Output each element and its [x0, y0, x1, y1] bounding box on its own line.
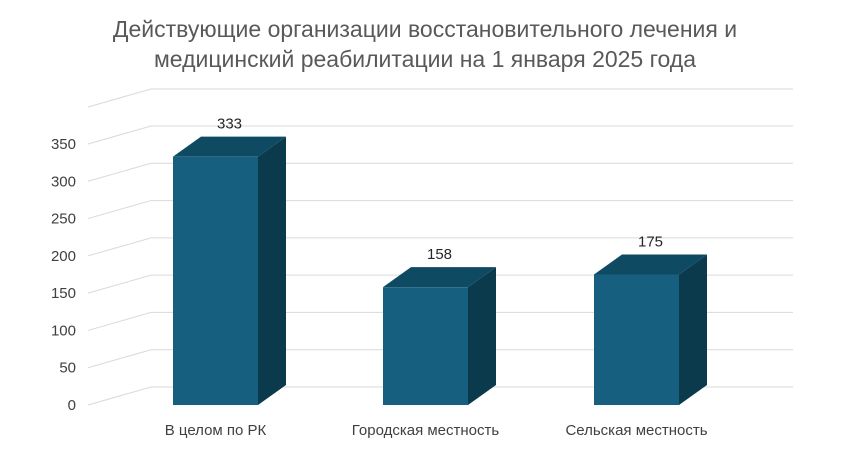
y-tick-label: 100: [51, 322, 76, 339]
bar-side: [258, 136, 286, 406]
chart-title-line-1: Действующие организации восстановительно…: [112, 16, 738, 42]
data-label: 333: [217, 116, 242, 133]
data-label: 158: [427, 246, 452, 263]
gridline: [87, 162, 793, 182]
bar-top: [594, 254, 707, 275]
bar-top: [173, 136, 286, 157]
bar-top: [383, 267, 496, 288]
gridline: [87, 349, 793, 369]
gridline: [87, 125, 793, 145]
y-tick-label: 350: [51, 136, 76, 153]
y-tick-label: 300: [51, 173, 76, 190]
bar-side: [468, 267, 496, 405]
bar-side: [679, 254, 707, 405]
gridline: [87, 237, 793, 257]
bar: [594, 274, 679, 405]
gridline: [87, 386, 793, 406]
y-tick-label: 150: [51, 285, 76, 302]
gridline: [87, 88, 793, 108]
chart-title-line-2: медицинский реабилитации на 1 января 202…: [153, 46, 697, 72]
chart-title: Действующие организации восстановительно…: [0, 14, 850, 74]
bar: [383, 287, 468, 405]
gridline: [87, 274, 793, 294]
y-tick-label: 50: [59, 360, 76, 377]
bar: [173, 156, 258, 405]
x-category-label: В целом по РК: [165, 422, 267, 439]
y-tick-label: 200: [51, 248, 76, 265]
x-category-label: Сельская местность: [565, 422, 707, 439]
data-label: 175: [638, 234, 663, 251]
x-category-label: Городская местность: [352, 422, 500, 439]
y-tick-label: 0: [68, 397, 76, 414]
y-tick-label: 250: [51, 211, 76, 228]
gridline: [87, 200, 793, 220]
gridline: [87, 311, 793, 331]
